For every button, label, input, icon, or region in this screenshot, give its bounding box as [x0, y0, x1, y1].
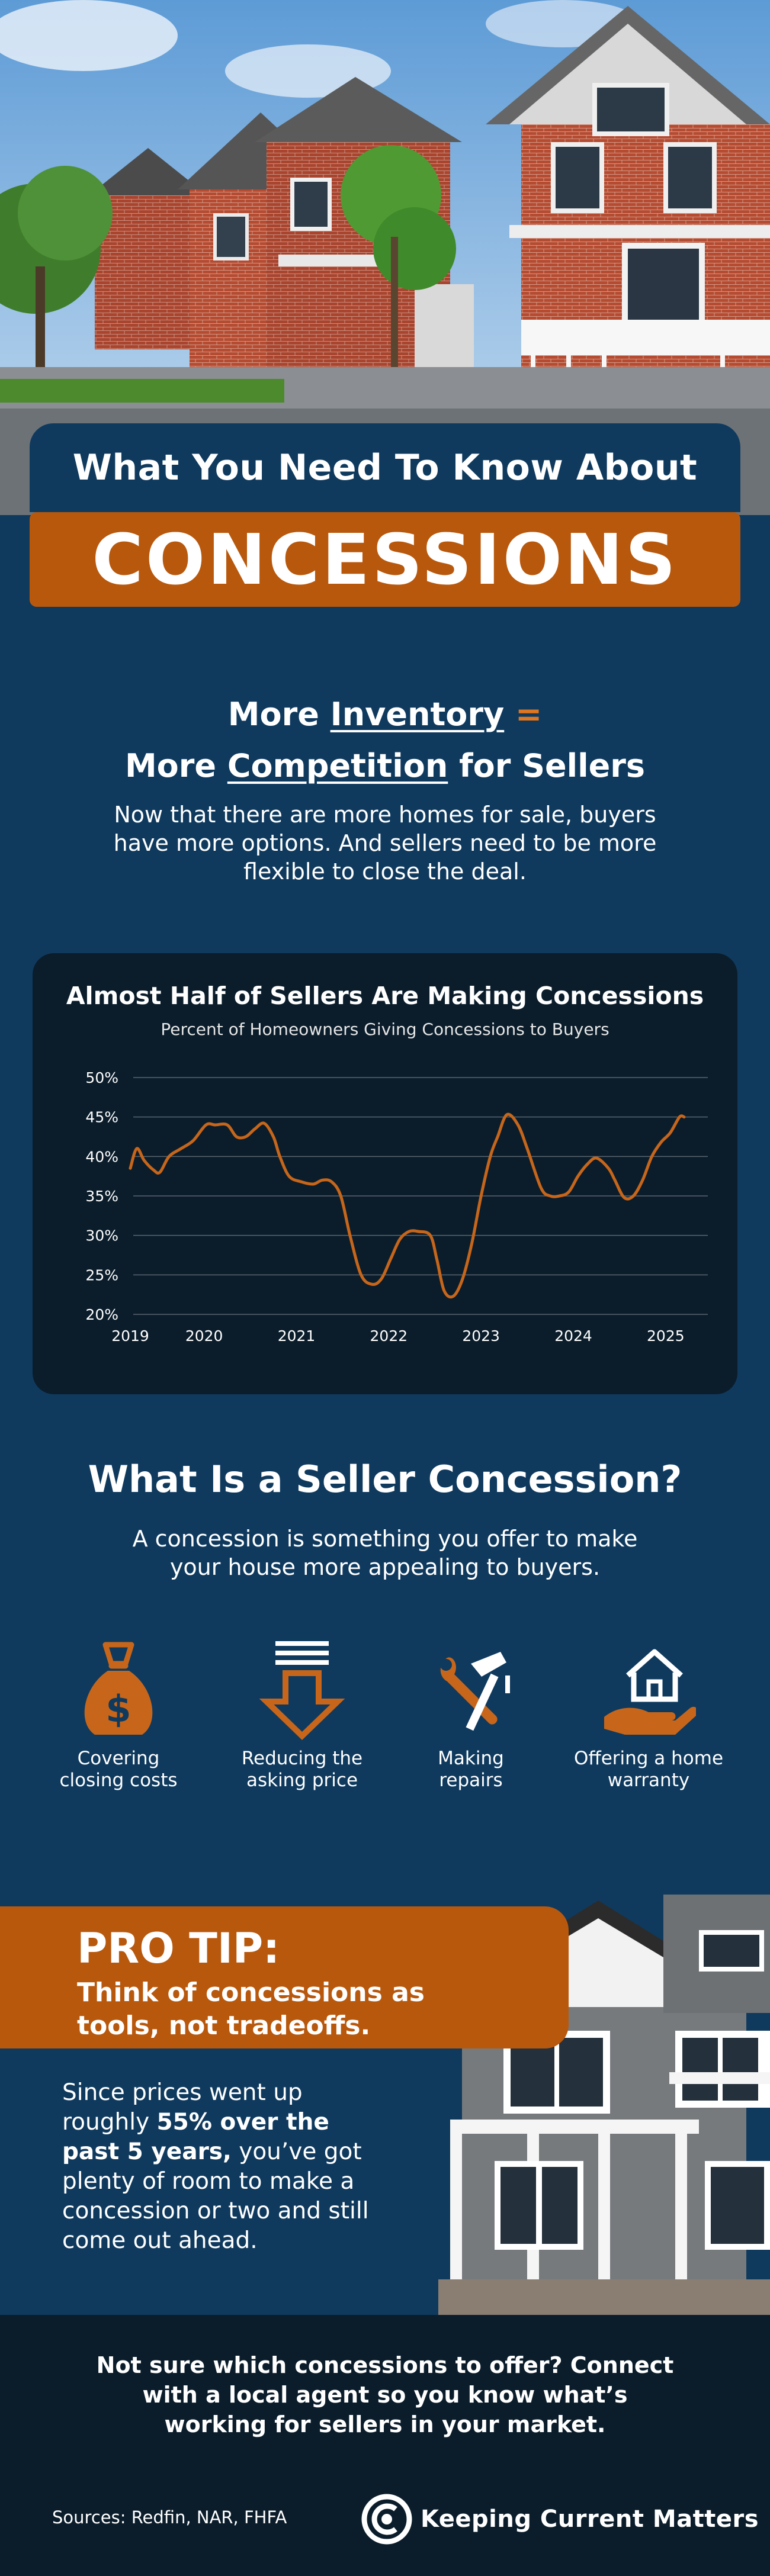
x-tick-label: 2021: [278, 1327, 316, 1345]
tool-reduce-price: Reducing the asking price: [213, 1640, 391, 1792]
intro-h1-equals: =: [504, 696, 543, 733]
x-tick-label: 2020: [185, 1327, 223, 1345]
chart-card: Almost Half of Sellers Are Making Conces…: [33, 953, 737, 1394]
intro-h2-competition: Competition: [227, 747, 448, 784]
y-tick-label: 30%: [85, 1227, 118, 1244]
x-tick-label: 2023: [462, 1327, 500, 1345]
tool-label: Covering closing costs: [30, 1748, 207, 1792]
y-tick-label: 25%: [85, 1266, 118, 1284]
x-tick-label: 2022: [370, 1327, 408, 1345]
chart-title: Almost Half of Sellers Are Making Conces…: [66, 982, 704, 1010]
x-tick-label: 2019: [111, 1327, 149, 1345]
intro-h1-inventory: Inventory: [330, 696, 505, 733]
chart-subtitle: Percent of Homeowners Giving Concessions…: [161, 1020, 609, 1039]
intro-body: Now that there are more homes for sale, …: [113, 802, 657, 885]
sources-text: Sources: Redfin, NAR, FHFA: [52, 2507, 287, 2527]
y-tick-label: 35%: [85, 1188, 118, 1205]
tool-label-line1: Offering a home: [573, 1748, 724, 1769]
pro-tip-section: PRO TIP: Think of concessions as tools, …: [0, 1895, 770, 2321]
down-arrow-icon: [255, 1640, 349, 1741]
pro-tip-body-a: Since prices went up roughly: [62, 2079, 303, 2136]
pro-tip-body-highlight: 55% over the past 5 years,: [62, 2109, 329, 2165]
house-in-hand-icon: [601, 1640, 698, 1741]
pro-tip-title: PRO TIP:: [77, 1924, 280, 1973]
tool-home-warranty: Offering a home warranty: [560, 1640, 737, 1792]
svg-text:$: $: [105, 1687, 131, 1731]
intro-heading-2: More Competition for Sellers: [0, 747, 770, 784]
intro-heading-1: More Inventory =: [0, 696, 770, 733]
header-line2: CONCESSIONS: [92, 519, 678, 600]
x-tick-label: 2025: [647, 1327, 685, 1345]
header-line1: What You Need To Know About: [72, 447, 698, 488]
money-bag-icon: $: [71, 1640, 166, 1741]
tool-label: Making repairs: [382, 1748, 560, 1792]
y-tick-label: 50%: [85, 1069, 118, 1086]
tool-label-line1: Making: [438, 1748, 504, 1769]
seller-concession-title: What Is a Seller Concession?: [88, 1458, 682, 1501]
pro-tip-body-c: you’ve got plenty of room to make a conc…: [62, 2138, 369, 2254]
tool-label: Reducing the asking price: [213, 1748, 391, 1792]
brand-name: Keeping Current Matters: [421, 2506, 759, 2533]
tool-label-line2: warranty: [607, 1770, 690, 1791]
header-banner: What You Need To Know About CONCESSIONS: [30, 423, 740, 645]
tool-label-line2: closing costs: [59, 1770, 178, 1791]
footer: Not sure which concessions to offer? Con…: [0, 2315, 770, 2576]
brand-logo: Keeping Current Matters: [361, 2487, 759, 2552]
y-tick-label: 45%: [85, 1109, 118, 1126]
y-tick-label: 20%: [85, 1306, 118, 1323]
tool-label: Offering a home warranty: [560, 1748, 737, 1792]
series-line: [129, 1112, 686, 1299]
tool-label-line1: Reducing the: [241, 1748, 363, 1769]
tool-repairs: Making repairs: [382, 1640, 560, 1792]
intro-h1-part-a: More: [227, 696, 331, 733]
footer-cta: Not sure which concessions to offer? Con…: [96, 2352, 674, 2437]
seller-concession-body: A concession is something you offer to m…: [132, 1526, 638, 1580]
x-tick-label: 2024: [554, 1327, 592, 1345]
tool-closing-costs: $ Covering closing costs: [30, 1640, 207, 1792]
tool-label-line2: asking price: [246, 1770, 358, 1791]
header-orange-bar: CONCESSIONS: [30, 512, 740, 607]
intro-h2-part-a: More: [124, 747, 227, 784]
pro-tip-body: Since prices went up roughly 55% over th…: [62, 2078, 394, 2256]
y-tick-label: 40%: [85, 1148, 118, 1165]
tools-icon: [424, 1640, 518, 1741]
tool-label-line2: repairs: [439, 1770, 503, 1791]
pro-tip-box: PRO TIP: Think of concessions as tools, …: [0, 1906, 569, 2048]
tool-label-line1: Covering: [77, 1748, 160, 1769]
kcm-logo-icon: [361, 2494, 412, 2545]
intro-h2-part-c: for Sellers: [448, 747, 646, 784]
pro-tip-subtitle: Think of concessions as tools, not trade…: [77, 1977, 425, 2041]
line-chart: 20% 25% 30% 35% 40% 45% 50% 2019 2020 2021 2022 202…: [85, 1069, 708, 1345]
header-top: What You Need To Know About: [30, 423, 740, 512]
